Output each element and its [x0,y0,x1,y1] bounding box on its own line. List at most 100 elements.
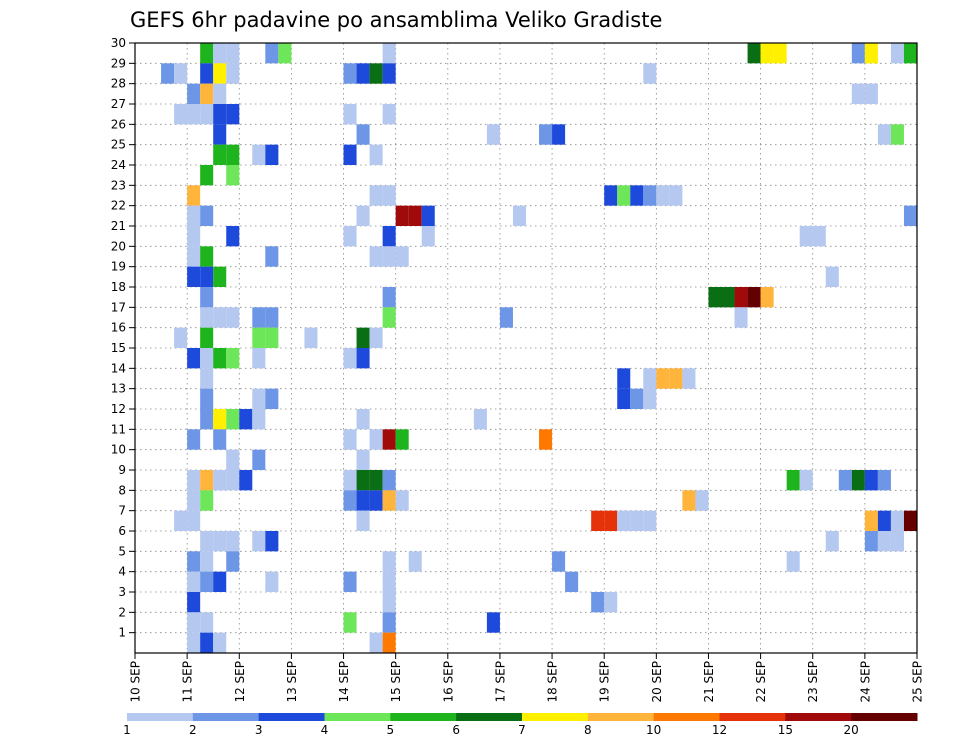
x-tick-label: 25 SEP [911,661,925,703]
heatmap-cell [760,43,774,64]
heatmap-cell [656,185,670,206]
heatmap-cell [890,124,904,145]
heatmap-cell [187,470,201,491]
heatmap-cell [200,205,214,226]
heatmap-cell [382,185,396,206]
y-tick-label: 20 [111,239,126,253]
heatmap-cell [356,449,370,470]
heatmap-cell [200,43,214,64]
heatmap-cell [356,205,370,226]
colorbar-swatch [851,713,918,721]
heatmap-cell [200,632,214,653]
heatmap-cell [382,287,396,308]
heatmap-cell [200,490,214,511]
heatmap-cell [200,287,214,308]
y-tick-label: 2 [118,605,126,619]
heatmap-cell [213,83,227,104]
y-tick-label: 19 [111,260,126,274]
heatmap-cell [200,266,214,287]
heatmap-cell [200,348,214,369]
y-tick-label: 9 [118,463,126,477]
heatmap-cell [591,510,605,531]
heatmap-cell [877,531,891,552]
heatmap-cell [877,470,891,491]
heatmap-cell [343,104,357,125]
x-tick-label: 13 SEP [285,661,299,703]
heatmap-cell [369,144,383,165]
heatmap-cell [421,226,435,247]
heatmap-cell [252,388,266,409]
heatmap-cell [356,470,370,491]
heatmap-cell [213,348,227,369]
heatmap-cell [226,144,240,165]
heatmap-cell [539,429,553,450]
heatmap-cell [187,83,201,104]
heatmap-cell [356,124,370,145]
x-tick-label: 19 SEP [598,661,612,703]
y-tick-label: 8 [118,483,126,497]
y-tick-label: 7 [118,504,126,518]
colorbar-label: 8 [584,723,592,737]
colorbar-label: 5 [387,723,395,737]
heatmap-cell [825,266,839,287]
heatmap-cell [213,63,227,84]
heatmap-cell [187,510,201,531]
heatmap-cell [343,470,357,491]
heatmap-cell [851,43,865,64]
x-tick-label: 16 SEP [441,661,455,703]
y-tick-label: 4 [118,565,126,579]
heatmap-cell [734,287,748,308]
x-tick-label: 10 SEP [129,661,143,703]
heatmap-cell [643,510,657,531]
chart-title: GEFS 6hr padavine po ansamblima Veliko G… [130,8,662,32]
heatmap-cell [903,205,917,226]
heatmap-cell [382,43,396,64]
heatmap-cell [200,551,214,572]
y-tick-label: 26 [111,117,126,131]
heatmap-cell [903,43,917,64]
heatmap-cell [552,551,566,572]
heatmap-cell [187,348,201,369]
heatmap-cell [747,43,761,64]
heatmap-cell [200,531,214,552]
heatmap-cell [877,124,891,145]
heatmap-cell [825,531,839,552]
heatmap-cell [187,551,201,572]
heatmap-cell [643,63,657,84]
heatmap-cell [812,226,826,247]
colorbar-label: 4 [321,723,329,737]
heatmap-cell [851,83,865,104]
heatmap-cell [252,348,266,369]
heatmap-cell [187,104,201,125]
heatmap-cell [864,43,878,64]
heatmap-cell [382,429,396,450]
heatmap-cell [187,266,201,287]
colorbar: 1 2 3 4 5 6 7 8 10 12 15 20 [123,713,918,737]
colorbar-label: 6 [452,723,460,737]
heatmap-cell [343,348,357,369]
colorbar-swatch [719,713,786,721]
heatmap-cell [734,307,748,328]
heatmap-cell [369,632,383,653]
heatmap-cell [382,470,396,491]
heatmap-cell [617,368,631,389]
heatmap-cell [864,470,878,491]
heatmap-cell [252,449,266,470]
heatmap-cell [187,632,201,653]
heatmap-cell [382,571,396,592]
heatmap-cell [643,388,657,409]
heatmap-cell [265,144,279,165]
heatmap-cell [643,185,657,206]
heatmap-cell [265,43,279,64]
heatmap-cell [395,246,409,267]
heatmap-cell [239,409,253,430]
colorbar-label: 7 [518,723,526,737]
y-tick-label: 17 [111,300,126,314]
heatmap-cell [343,63,357,84]
heatmap-cell [630,510,644,531]
heatmap-cell [343,226,357,247]
heatmap-cell [252,327,266,348]
heatmap-cell [265,531,279,552]
colorbar-swatch [390,713,457,721]
heatmap-cell [760,287,774,308]
